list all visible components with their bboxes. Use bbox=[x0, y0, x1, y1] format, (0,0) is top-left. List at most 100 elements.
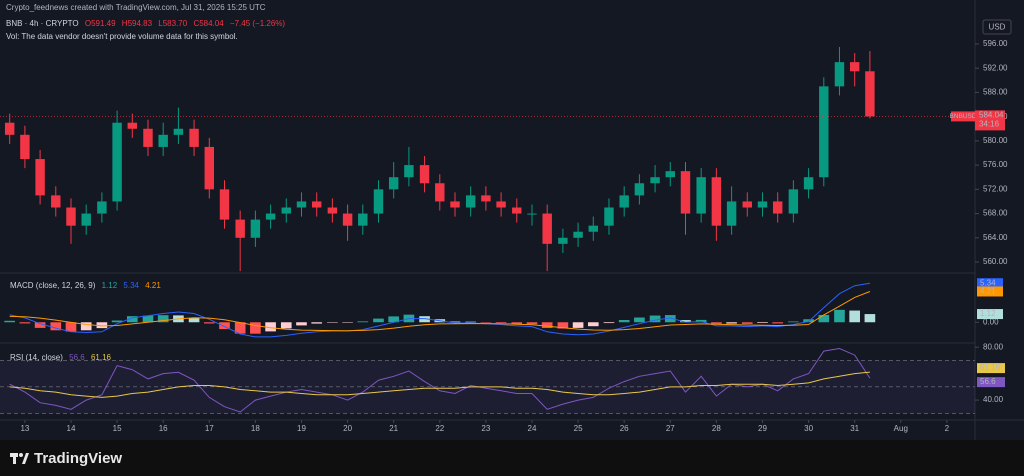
macd-hist-bar bbox=[711, 322, 722, 324]
candle-body bbox=[127, 122, 138, 129]
macd-hist-bar bbox=[219, 322, 230, 330]
ohlc-change: −7.45 (−1.26%) bbox=[229, 19, 286, 28]
candle-body bbox=[588, 225, 599, 232]
candle-body bbox=[112, 122, 122, 202]
x-tick-label: 24 bbox=[528, 424, 537, 433]
candle-body bbox=[250, 219, 261, 238]
rsi-badge-label: 56.6 bbox=[980, 377, 996, 386]
candle-body bbox=[373, 189, 384, 214]
x-tick-label: 29 bbox=[758, 424, 767, 433]
candle-body bbox=[173, 128, 184, 135]
candle-body bbox=[742, 201, 752, 208]
macd-hist-bar bbox=[603, 322, 615, 324]
candle-body bbox=[81, 213, 91, 226]
candle-body bbox=[235, 219, 245, 238]
candle-body bbox=[788, 189, 799, 214]
macd-hist-bar bbox=[726, 322, 737, 324]
x-tick-label: 18 bbox=[251, 424, 260, 433]
candle-body bbox=[680, 171, 691, 214]
candle-body bbox=[311, 201, 322, 208]
chart-background bbox=[0, 0, 1024, 440]
hist-badge bbox=[977, 309, 1003, 320]
macd-hist-bar bbox=[126, 316, 138, 323]
candle-body bbox=[143, 128, 153, 147]
candle-body bbox=[435, 183, 445, 202]
macd-hist-bar bbox=[634, 317, 645, 323]
ohlc-high: H594.83 bbox=[121, 19, 153, 28]
rsi-ma-value: 61.16 bbox=[90, 353, 111, 362]
currency: USD bbox=[989, 23, 1006, 32]
candle-body bbox=[450, 201, 460, 208]
macd-hist-bar bbox=[234, 322, 246, 334]
currency-badge[interactable] bbox=[982, 19, 1012, 35]
ohlc-close: C584.04 bbox=[193, 19, 224, 28]
macd-hist-bar bbox=[480, 322, 492, 323]
y-tick-label: 560.00 bbox=[983, 257, 1008, 266]
y-tick-label: 572.00 bbox=[983, 184, 1008, 193]
symbol: BNB · 4h · CRYPTO bbox=[6, 19, 79, 28]
y-tick-label: 580.00 bbox=[983, 136, 1008, 145]
macd-hist-bar bbox=[419, 316, 430, 323]
rsi-value: 56.6 bbox=[69, 353, 85, 362]
y-tick-label: 40.00 bbox=[983, 395, 1004, 404]
candle-body bbox=[219, 189, 230, 220]
candle-body bbox=[358, 213, 368, 226]
last-price: 584.04 bbox=[979, 111, 1004, 120]
y-tick-label: 596.00 bbox=[983, 39, 1008, 48]
volume-note: Vol: The data vendor doesn't provide vol… bbox=[6, 32, 238, 41]
macd-hist-bar bbox=[188, 317, 200, 323]
macd-hist-bar bbox=[142, 315, 154, 323]
macd-line bbox=[9, 282, 870, 338]
ticker: BNBUSD bbox=[949, 113, 976, 120]
last-price-badge bbox=[975, 110, 1005, 131]
macd-hist-bar bbox=[541, 322, 553, 328]
candle-body bbox=[465, 195, 476, 208]
footer-background bbox=[0, 440, 1024, 476]
ohlc-low: L583.70 bbox=[158, 19, 188, 28]
candle-body bbox=[265, 213, 276, 220]
candle-body bbox=[4, 122, 15, 135]
x-tick-label: 22 bbox=[435, 424, 444, 433]
macd-hist-bar bbox=[50, 322, 62, 331]
macd-value: 5.34 bbox=[123, 281, 139, 290]
signal-line bbox=[9, 291, 871, 332]
candle-body bbox=[51, 195, 61, 208]
macd-hist-bar bbox=[772, 322, 784, 324]
candle-body bbox=[97, 201, 107, 214]
candle-body bbox=[726, 201, 737, 226]
macd-hist-bar bbox=[327, 322, 338, 323]
macd-hist-bar bbox=[311, 322, 323, 324]
x-tick-label: 30 bbox=[804, 424, 813, 433]
macd-hist-bar bbox=[818, 314, 830, 323]
ma-line bbox=[9, 371, 870, 398]
candle-body bbox=[696, 177, 706, 214]
y-tick-label: 576.00 bbox=[983, 160, 1008, 169]
candle-body bbox=[772, 201, 783, 214]
x-tick-label: 27 bbox=[666, 424, 675, 433]
candle-body bbox=[558, 237, 568, 244]
ticker-badge bbox=[951, 111, 975, 122]
candle-body bbox=[481, 195, 491, 202]
candle-body bbox=[849, 62, 860, 72]
candle-body bbox=[604, 207, 614, 226]
y-tick-label: 80.00 bbox=[983, 342, 1004, 351]
macd-hist-bar bbox=[803, 319, 814, 323]
candle-body bbox=[527, 213, 537, 215]
x-tick-label: 14 bbox=[67, 424, 76, 433]
macd-hist-bar bbox=[342, 322, 353, 323]
candle-body bbox=[819, 86, 829, 178]
x-tick-label: 26 bbox=[620, 424, 629, 433]
candle-body bbox=[573, 231, 583, 238]
x-tick-label: 23 bbox=[481, 424, 490, 433]
x-tick-label: 15 bbox=[113, 424, 122, 433]
macd-hist-bar bbox=[465, 321, 476, 323]
macd-hist-bar bbox=[4, 320, 16, 323]
macd-hist-bar bbox=[65, 322, 77, 332]
brand-logo bbox=[10, 453, 29, 464]
x-tick-label: 16 bbox=[159, 424, 168, 433]
x-tick-label: Aug bbox=[894, 424, 908, 433]
candle-body bbox=[327, 207, 338, 214]
macd-hist-bar bbox=[203, 322, 215, 324]
macd-hist-bar bbox=[34, 322, 46, 328]
